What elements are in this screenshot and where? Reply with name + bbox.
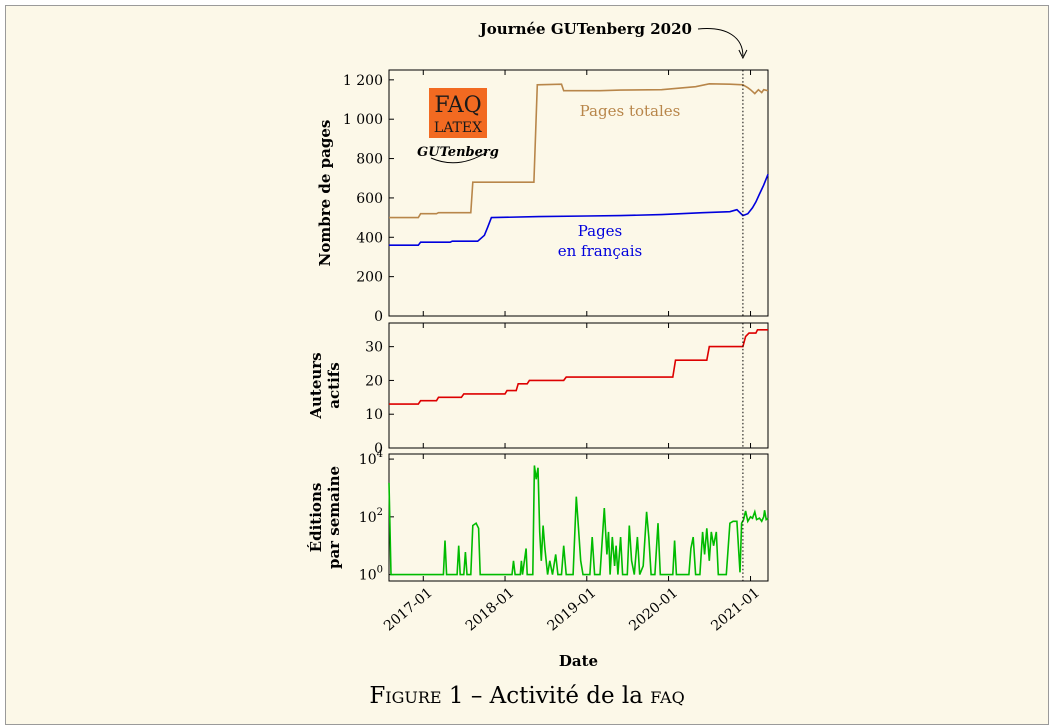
y-tick-label: 400 xyxy=(356,230,383,246)
panel-frame-2 xyxy=(388,322,769,449)
y-tick-label: 200 xyxy=(356,270,383,286)
x-tick-label: 2018-01 xyxy=(463,585,518,635)
caption-suffix: faq xyxy=(650,683,685,709)
figure-caption: Figure 1 – Activité de la faq xyxy=(0,683,1054,709)
x-tick-label: 2017-01 xyxy=(381,585,436,635)
series-line-éditions-par-semaine xyxy=(388,465,769,576)
x-tick-label: 2021-01 xyxy=(708,585,763,635)
caption-text: Activité de la xyxy=(489,683,643,709)
y-tick-label: 1 200 xyxy=(343,73,383,89)
annotation-arrow xyxy=(697,28,744,57)
y-tick-label: 0 xyxy=(374,309,383,325)
caption-prefix: Figure 1 xyxy=(369,683,464,709)
y-tick-label: 30 xyxy=(365,340,383,356)
y-tick-label: 104 xyxy=(359,449,383,468)
annotation-arrowhead xyxy=(738,49,748,60)
annotation-label: Journée GUTenberg 2020 xyxy=(478,20,692,38)
x-axis-label: Date xyxy=(559,652,598,670)
logo-swoosh xyxy=(430,151,488,164)
y-axis-label: Éditionspar semaine xyxy=(307,466,343,569)
faq-latex-logo: FAQ LATEX GUTenberg xyxy=(417,88,499,164)
panel-frame-1 xyxy=(388,69,769,317)
series-label-french: Pages en français xyxy=(558,222,642,260)
series-line-pages-totales xyxy=(389,82,769,219)
y-axis-label: Nombre de pages xyxy=(316,120,334,267)
y-tick-label: 20 xyxy=(365,373,383,389)
y-tick-label: 800 xyxy=(356,152,383,168)
series-line-pages-en-français xyxy=(389,174,769,246)
logo-box xyxy=(429,88,487,138)
y-tick-label: 0 xyxy=(374,441,383,457)
y-axis-label: Auteursactifs xyxy=(307,352,343,419)
logo-faq-text: FAQ xyxy=(434,93,481,118)
caption-separator: – xyxy=(470,683,483,709)
logo-latex-text: LATEX xyxy=(434,120,482,136)
y-tick-label: 10 xyxy=(365,407,383,423)
x-tick-label: 2020-01 xyxy=(626,585,681,635)
y-tick-label: 600 xyxy=(356,191,383,207)
series-label-total: Pages totales xyxy=(580,102,681,120)
y-tick-label: 1 000 xyxy=(343,112,383,128)
y-tick-label: 100 xyxy=(359,565,383,584)
figure-frame xyxy=(5,5,1049,725)
x-tick-label: 2019-01 xyxy=(545,585,600,635)
y-tick-label: 102 xyxy=(359,507,383,526)
series-line-auteurs-actifs xyxy=(389,328,768,405)
